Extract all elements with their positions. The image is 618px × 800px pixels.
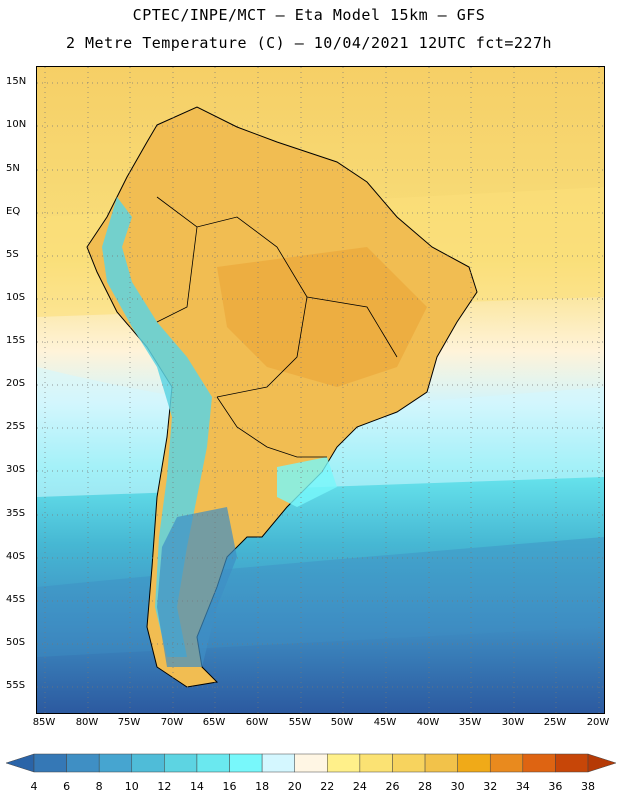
legend-swatch: [98, 753, 133, 773]
legend-label: 34: [516, 780, 530, 793]
legend-label: 38: [581, 780, 595, 793]
legend-label: 32: [483, 780, 497, 793]
map-title: CPTEC/INPE/MCT – Eta Model 15km – GFS: [132, 6, 486, 24]
lat-label: 55S: [6, 680, 26, 691]
legend-label: 6: [63, 780, 70, 793]
lon-label: 55W: [288, 717, 312, 728]
legend-label: 8: [96, 780, 103, 793]
brazil-highlands-warm: [217, 247, 427, 387]
legend-swatch: [33, 753, 67, 773]
lat-label: 5N: [6, 163, 20, 174]
legend-label: 18: [255, 780, 269, 793]
country-borders: [156, 196, 398, 458]
legend-swatch: [294, 753, 328, 773]
lat-label: 25S: [6, 421, 26, 432]
lat-label: 35S: [6, 508, 26, 519]
legend-swatch: [555, 753, 589, 773]
legend-label: 16: [223, 780, 237, 793]
lat-label: 30S: [6, 464, 26, 475]
legend-label: 10: [125, 780, 139, 793]
lon-label: 50W: [330, 717, 354, 728]
color-scale-legend: 4 6 8 10 12 14 16 18 20 22 24 26 28 30 32 34 36 38: [5, 752, 618, 796]
legend-label: 22: [320, 780, 334, 793]
temperature-map: [36, 66, 605, 714]
lon-label: 45W: [373, 717, 397, 728]
lon-label: 75W: [117, 717, 141, 728]
lat-label: 5S: [6, 249, 19, 260]
legend-label: 14: [190, 780, 204, 793]
legend-swatch: [424, 753, 458, 773]
legend-label: 28: [418, 780, 432, 793]
lon-label: 20W: [586, 717, 610, 728]
lon-label: 85W: [32, 717, 56, 728]
legend-swatch: [229, 753, 263, 773]
lon-label: 70W: [160, 717, 184, 728]
lat-label: 15N: [6, 76, 27, 87]
legend-label: 20: [288, 780, 302, 793]
lat-label: 20S: [6, 378, 26, 389]
lon-label: 65W: [202, 717, 226, 728]
legend-swatch: [164, 753, 198, 773]
legend-swatch: [131, 753, 165, 773]
legend-swatch: [392, 753, 426, 773]
legend-swatch: [522, 753, 556, 773]
map-subtitle: 2 Metre Temperature (C) – 10/04/2021 12U…: [65, 34, 553, 52]
legend-swatch: [457, 753, 491, 773]
legend-label: 30: [451, 780, 465, 793]
legend-swatch: [66, 753, 100, 773]
lat-label: 10N: [6, 119, 27, 130]
lon-label: 30W: [501, 717, 525, 728]
uruguay-cool: [277, 457, 337, 507]
lat-label: 40S: [6, 551, 26, 562]
patagonia-cold: [157, 507, 237, 667]
lon-label: 25W: [543, 717, 567, 728]
lat-label: EQ: [6, 206, 21, 217]
lat-label: 50S: [6, 637, 26, 648]
legend-swatch: [196, 753, 230, 773]
legend-swatch: [327, 753, 361, 773]
lon-label: 80W: [75, 717, 99, 728]
legend-label: 24: [353, 780, 367, 793]
lon-label: 35W: [458, 717, 482, 728]
lat-label: 15S: [6, 335, 26, 346]
lon-label: 40W: [416, 717, 440, 728]
legend-label: 36: [548, 780, 562, 793]
legend-arrow-high: [587, 753, 617, 773]
legend-swatch: [359, 753, 393, 773]
lat-label: 45S: [6, 594, 26, 605]
legend-arrow-low: [5, 753, 35, 773]
legend-label: 4: [31, 780, 38, 793]
legend-swatch: [261, 753, 295, 773]
legend-label: 12: [157, 780, 171, 793]
lon-label: 60W: [245, 717, 269, 728]
lat-label: 10S: [6, 292, 26, 303]
legend-swatch: [489, 753, 524, 773]
legend-label: 26: [385, 780, 399, 793]
